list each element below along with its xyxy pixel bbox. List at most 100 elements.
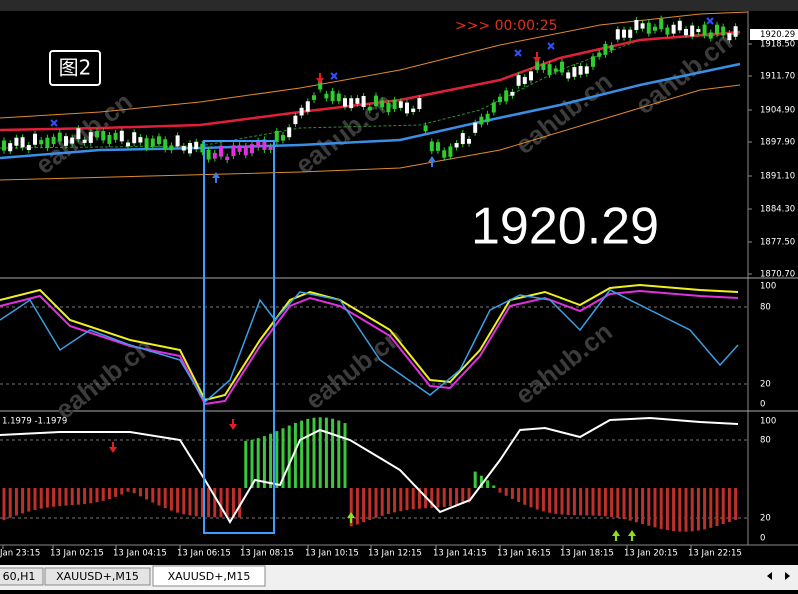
candle [126,142,130,147]
indicator-line [0,62,741,160]
histogram-bar [727,488,731,522]
candle [138,137,143,143]
histogram-bar [114,488,118,497]
candle [336,93,341,102]
time-label: 13 Jan 22:15 [688,549,742,559]
histogram-bar [411,488,415,510]
candle [2,140,6,151]
histogram-bar [597,488,601,516]
histogram-bar [436,488,440,508]
histogram-bar [8,488,12,518]
candle [671,24,676,34]
histogram-bar [393,488,397,513]
histogram-bar [368,488,372,521]
tab-label[interactable]: XAUUSD+,M15 [168,570,251,583]
candle [615,29,620,40]
histogram-bar [89,488,93,504]
histogram-bar [287,425,291,488]
candle [20,137,25,148]
histogram-bar [95,488,99,503]
candle [367,106,372,111]
signal-arrow [212,172,220,183]
candle [268,146,273,151]
histogram-bar [585,488,589,516]
histogram-bar [461,488,465,505]
histogram-bar [107,488,111,500]
histogram-bar [634,488,638,523]
candle [423,125,428,132]
histogram-bar [200,488,204,517]
indicator-axis-label: 100 [760,417,776,427]
histogram-bar [529,488,533,508]
histogram-bar [430,488,434,508]
histogram-bar [721,488,725,525]
candle [355,98,360,104]
histogram-bar [492,485,496,488]
time-label: 13 Jan 14:15 [433,549,487,559]
candle [665,27,670,35]
candle [535,60,540,71]
histogram-bar [318,417,322,488]
indicator-axis-label: 0 [760,534,765,544]
histogram-bar [510,488,514,499]
histogram-bar [473,471,477,488]
histogram-bar [622,488,626,520]
histogram-bar [52,488,56,507]
candle [702,24,707,36]
histogram-bar [76,488,80,505]
histogram-bar [665,488,669,531]
histogram-bar [83,488,87,505]
cross-mark [514,49,522,57]
candle [95,131,99,138]
candle [547,64,552,75]
tab[interactable] [44,567,151,586]
price-highlight [750,29,798,40]
histogram-bar [560,488,564,515]
histogram-bar [672,488,676,532]
price-label: 1911.70 [760,72,795,82]
tab-label[interactable]: XAUUSD+,M15 [56,570,139,583]
candle [237,145,242,152]
candle [622,29,626,38]
histogram-bar [337,420,341,488]
osc-label: 80 [760,303,771,313]
osc-label: 100 [760,282,776,292]
histogram-bar [703,488,707,530]
histogram-bar [554,488,558,514]
tab[interactable] [152,565,266,587]
time-label: 13 Jan 16:15 [497,549,551,559]
histogram-bar [269,433,273,488]
time-label: 13 Jan 04:15 [113,549,167,559]
signal-arrow [347,512,355,523]
candle [318,78,323,90]
candle [45,137,50,149]
histogram-bar [610,488,614,517]
histogram-bar [572,488,576,516]
histogram-bar [2,488,6,521]
candle [256,140,261,148]
histogram-bar [256,438,260,488]
candle [646,22,651,34]
indicator-axis-label: 20 [760,514,771,524]
candle [609,45,614,51]
histogram-bar [349,488,353,527]
scroll-arrow[interactable] [767,572,790,580]
histogram-bar [45,488,49,508]
histogram-bar [399,488,403,512]
candle [448,146,453,157]
indicator-line [0,289,739,406]
candle [305,101,310,112]
histogram-bar [70,488,74,506]
histogram-bar [467,488,471,503]
histogram-bar [126,488,130,492]
candle [684,28,688,36]
tab-label[interactable]: 60,H1 [3,570,36,583]
indicator-line [0,33,741,149]
candle [324,93,329,99]
price-label: 1904.90 [760,106,795,116]
candle [343,98,347,107]
time-label: 13 Jan 10:15 [305,549,359,559]
histogram-bar [405,488,409,511]
tab[interactable] [0,567,44,586]
